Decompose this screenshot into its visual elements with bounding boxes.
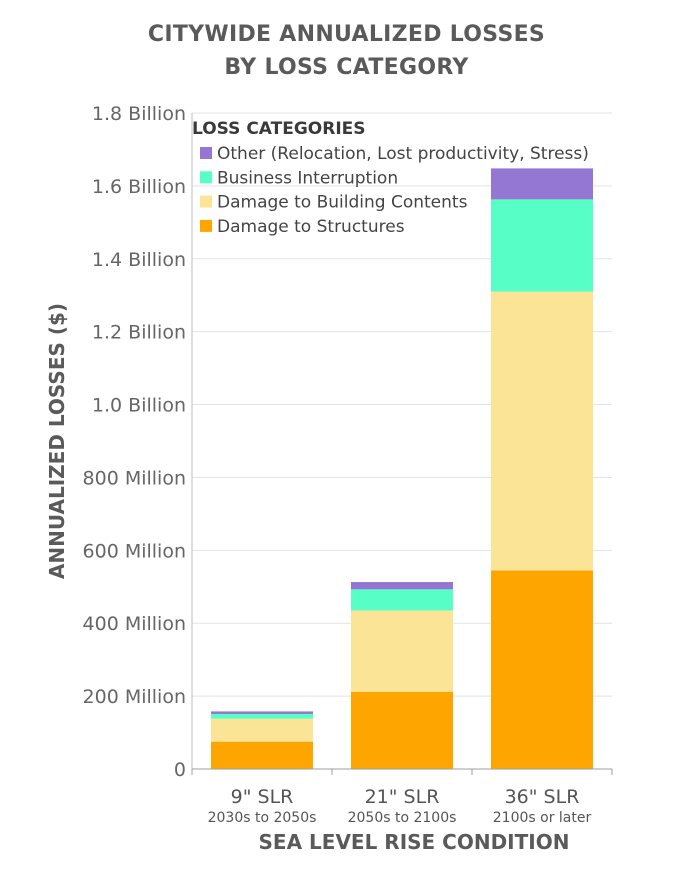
y-axis-title: ANNUALIZED LOSSES ($) (45, 303, 69, 579)
axes (191, 113, 613, 775)
bar-segment (351, 589, 453, 611)
y-tick-label: 1.0 Billion (92, 395, 186, 417)
bar-segment (491, 570, 593, 769)
bar-segment (491, 199, 593, 292)
legend-swatch (200, 147, 212, 159)
legend-label: Other (Relocation, Lost productivity, St… (217, 144, 589, 164)
bar-segment (211, 711, 313, 714)
bar-segment (211, 741, 313, 769)
x-tick-sublabel: 2050s to 2100s (348, 810, 457, 826)
bar-segment (351, 691, 453, 769)
legend-label: Damage to Structures (217, 217, 405, 237)
y-tick-label: 600 Million (83, 540, 186, 562)
bar-segment (491, 168, 593, 200)
y-tick-label: 800 Million (83, 467, 186, 489)
y-tick-label: 1.2 Billion (92, 322, 186, 344)
x-tick-labels: 9" SLR 2030s to 2050s 21" SLR 2050s to 2100… (208, 786, 592, 826)
bar-segment (351, 610, 453, 692)
x-axis-title: SEA LEVEL RISE CONDITION (259, 830, 570, 854)
legend-swatch (200, 171, 212, 184)
bar-segment (351, 582, 453, 590)
bar-segment (211, 713, 313, 719)
legend-label: Damage to Building Contents (217, 193, 468, 213)
y-tick-label: 400 Million (83, 613, 186, 635)
legend-title: LOSS CATEGORIES (192, 119, 366, 139)
legend-swatch (200, 195, 212, 208)
bar-segment (211, 718, 313, 742)
y-tick-label: 1.4 Billion (92, 249, 186, 271)
x-tick-label: 21" SLR (365, 786, 440, 808)
x-tick-sublabel: 2100s or later (493, 810, 592, 826)
y-tick-label: 0 (174, 759, 186, 781)
bar-segment (491, 291, 593, 571)
y-tick-labels: 0 200 Million 400 Million 600 Million 800 Mi… (83, 103, 186, 781)
legend-label: Business Interruption (217, 168, 398, 188)
chart-title-line1: CITYWIDE ANNUALIZED LOSSES (147, 22, 546, 47)
bars (211, 168, 593, 769)
x-tick-label: 9" SLR (231, 786, 294, 808)
chart-title-line2: BY LOSS CATEGORY (224, 55, 469, 80)
x-tick-label: 36" SLR (505, 786, 580, 808)
y-tick-label: 1.8 Billion (92, 103, 186, 125)
x-tick-sublabel: 2030s to 2050s (208, 810, 317, 826)
y-tick-label: 1.6 Billion (92, 176, 186, 198)
legend-swatch (200, 219, 212, 232)
legend: LOSS CATEGORIES Other (Relocation, Lost … (192, 119, 589, 237)
y-tick-label: 200 Million (83, 686, 186, 708)
